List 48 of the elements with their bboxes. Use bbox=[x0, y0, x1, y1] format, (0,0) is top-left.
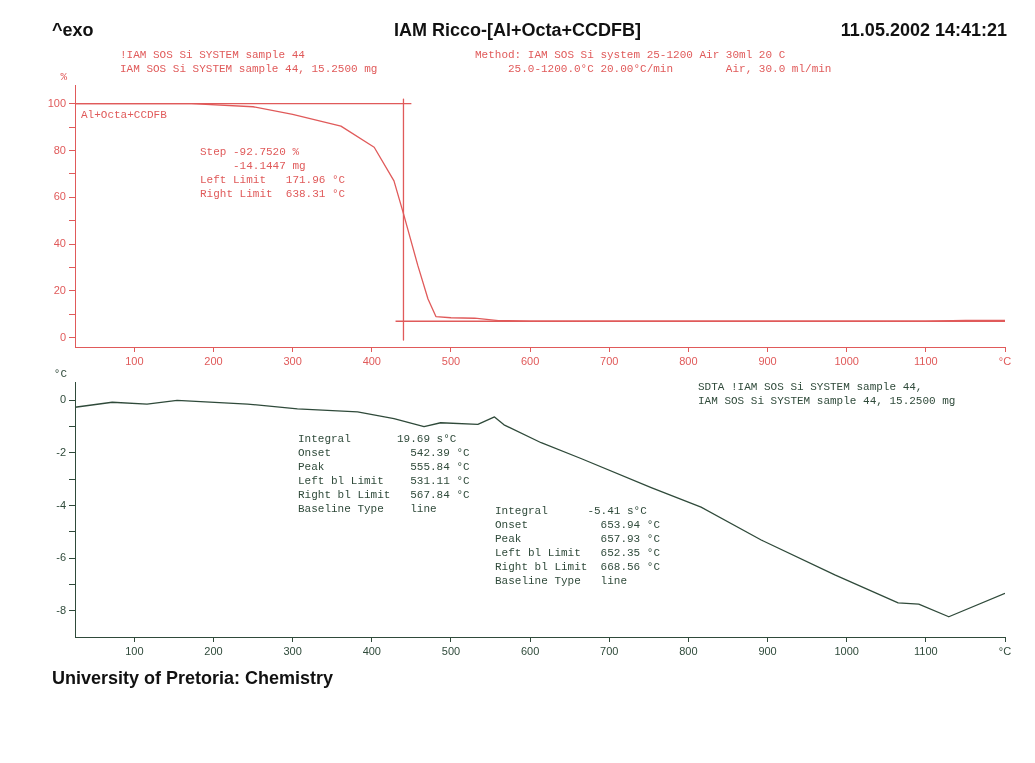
chart-title: IAM Ricco-[Al+Octa+CCDFB] bbox=[393, 20, 642, 40]
x-tick-label: °C bbox=[998, 644, 1012, 657]
x-tick-label: 900 bbox=[758, 644, 777, 657]
text: 11.05.2002 14:41:21 bbox=[840, 20, 1007, 41]
y-tick-label: -8 bbox=[56, 603, 66, 616]
x-tick-label: 1000 bbox=[834, 354, 859, 367]
y-tick-label: -2 bbox=[56, 446, 66, 459]
x-tick-label: 700 bbox=[600, 354, 619, 367]
x-tick-label: 1100 bbox=[914, 644, 938, 657]
annotation: SDTA !IAM SOS Si SYSTEM sample 44, IAM SOS Si SYSTEM sample 44, 15.2500 mg bbox=[698, 381, 956, 408]
text: !IAM SOS Si SYSTEM sample 44 IAM SOS Si SYSTEM sample 44, 15.2500 mg bbox=[120, 49, 378, 76]
x-tick-label: 700 bbox=[600, 644, 619, 657]
y-tick-label: 0 bbox=[59, 330, 66, 343]
annotation: Step -92.7520 % -14.1447 mg Left Limit 171.96 °C Right Limit 638.31 °C bbox=[200, 146, 346, 201]
annotation: Integral -5.41 s°C Onset 653.94 °C Peak 657.93 °C Left bl Limit 652.35 °C Right bl Limit 668.56 °C Baseline Type line bbox=[495, 505, 661, 588]
x-tick-label: 500 bbox=[441, 354, 461, 367]
y-axis-title: °C bbox=[53, 368, 68, 381]
x-tick-label: 400 bbox=[362, 644, 381, 657]
x-tick-label: 100 bbox=[125, 644, 144, 657]
text: Method: IAM SOS Si system 25-1200 Air 30ml 20 C 25.0-1200.0°C 20.00°C/min Air, 30.0 ml/min bbox=[475, 49, 832, 76]
y-tick-label: -6 bbox=[56, 551, 66, 564]
y-tick-label: 100 bbox=[47, 96, 66, 109]
x-tick-label: 200 bbox=[204, 644, 223, 657]
text: University of Pretoria: Chemistry bbox=[52, 668, 334, 689]
x-tick-label: 300 bbox=[283, 354, 302, 367]
x-tick-label: 600 bbox=[520, 644, 540, 657]
x-tick-label: 400 bbox=[362, 354, 381, 367]
x-tick-label: 500 bbox=[441, 644, 461, 657]
y-tick-label: -4 bbox=[56, 498, 66, 511]
x-tick-label: 800 bbox=[679, 644, 698, 657]
x-tick-label: 900 bbox=[758, 354, 777, 367]
y-tick-label: 20 bbox=[53, 283, 66, 296]
y-tick-label: 80 bbox=[53, 143, 66, 156]
y-tick-label: 40 bbox=[53, 237, 66, 250]
x-tick-label: 600 bbox=[520, 354, 540, 367]
y-tick-label: 0 bbox=[59, 393, 66, 406]
x-tick-label: °C bbox=[998, 354, 1012, 367]
x-tick-label: 800 bbox=[679, 354, 698, 367]
annotation: Integral 19.69 s°C Onset 542.39 °C Peak 555.84 °C Left bl Limit 531.11 °C Right bl Limit 567.84 °C Baseline Type line bbox=[298, 433, 471, 516]
y-tick-label: 60 bbox=[53, 190, 66, 203]
y-axis-title: % bbox=[60, 71, 68, 84]
x-tick-label: 300 bbox=[283, 644, 302, 657]
x-tick-label: 100 bbox=[125, 354, 144, 367]
text: ^exo bbox=[52, 20, 94, 41]
x-tick-label: 1000 bbox=[834, 644, 859, 657]
legend-label: Al+Octa+CCDFB bbox=[81, 109, 168, 122]
x-tick-label: 200 bbox=[204, 354, 223, 367]
x-tick-label: 1100 bbox=[914, 354, 938, 367]
